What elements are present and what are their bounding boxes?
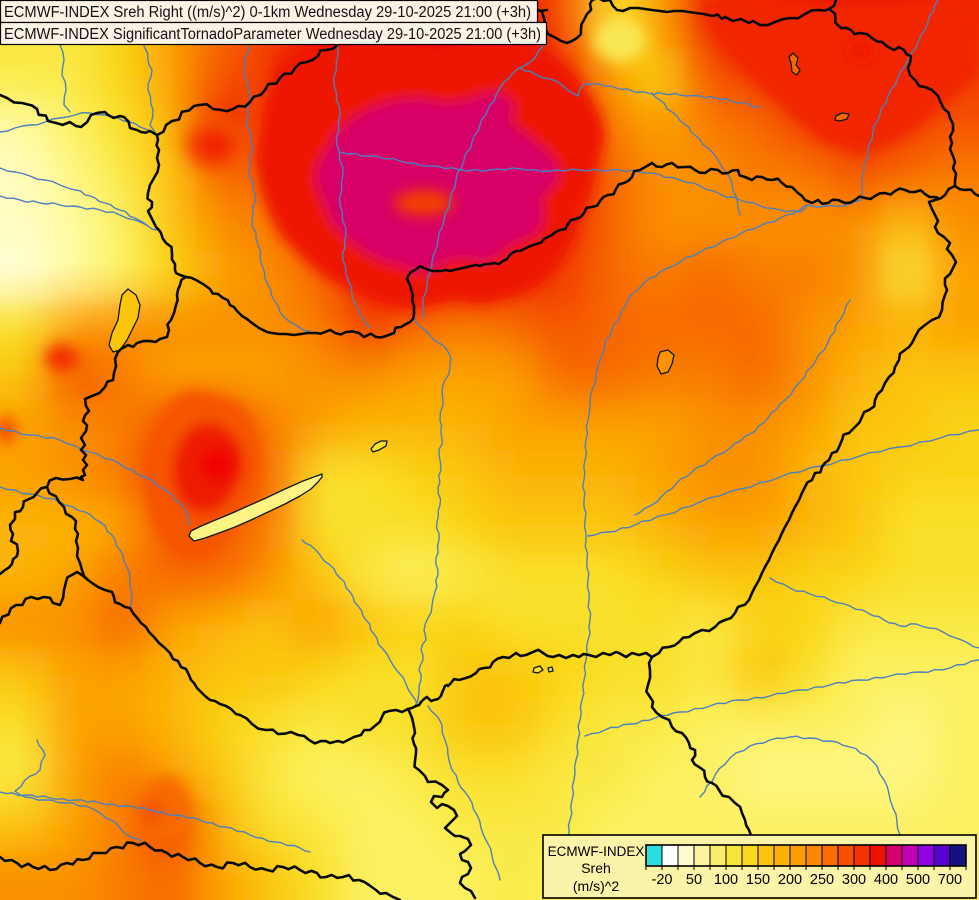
- svg-text:-20: -20: [652, 872, 673, 888]
- svg-text:ECMWF-INDEX Sreh Right ((m/s)^: ECMWF-INDEX Sreh Right ((m/s)^2) 0-1km W…: [4, 4, 531, 21]
- svg-text:200: 200: [778, 872, 802, 888]
- svg-text:300: 300: [842, 872, 866, 888]
- svg-text:50: 50: [686, 872, 702, 888]
- svg-text:(m/s)^2: (m/s)^2: [573, 878, 619, 894]
- svg-text:150: 150: [746, 872, 770, 888]
- svg-text:500: 500: [906, 872, 930, 888]
- svg-text:ECMWF-INDEX SignificantTornado: ECMWF-INDEX SignificantTornadoParameter …: [4, 26, 541, 43]
- svg-text:100: 100: [714, 872, 738, 888]
- svg-text:700: 700: [938, 872, 962, 888]
- svg-text:400: 400: [874, 872, 898, 888]
- svg-text:ECMWF-INDEX: ECMWF-INDEX: [548, 844, 645, 859]
- svg-text:250: 250: [810, 872, 834, 888]
- svg-text:Sreh: Sreh: [581, 860, 611, 876]
